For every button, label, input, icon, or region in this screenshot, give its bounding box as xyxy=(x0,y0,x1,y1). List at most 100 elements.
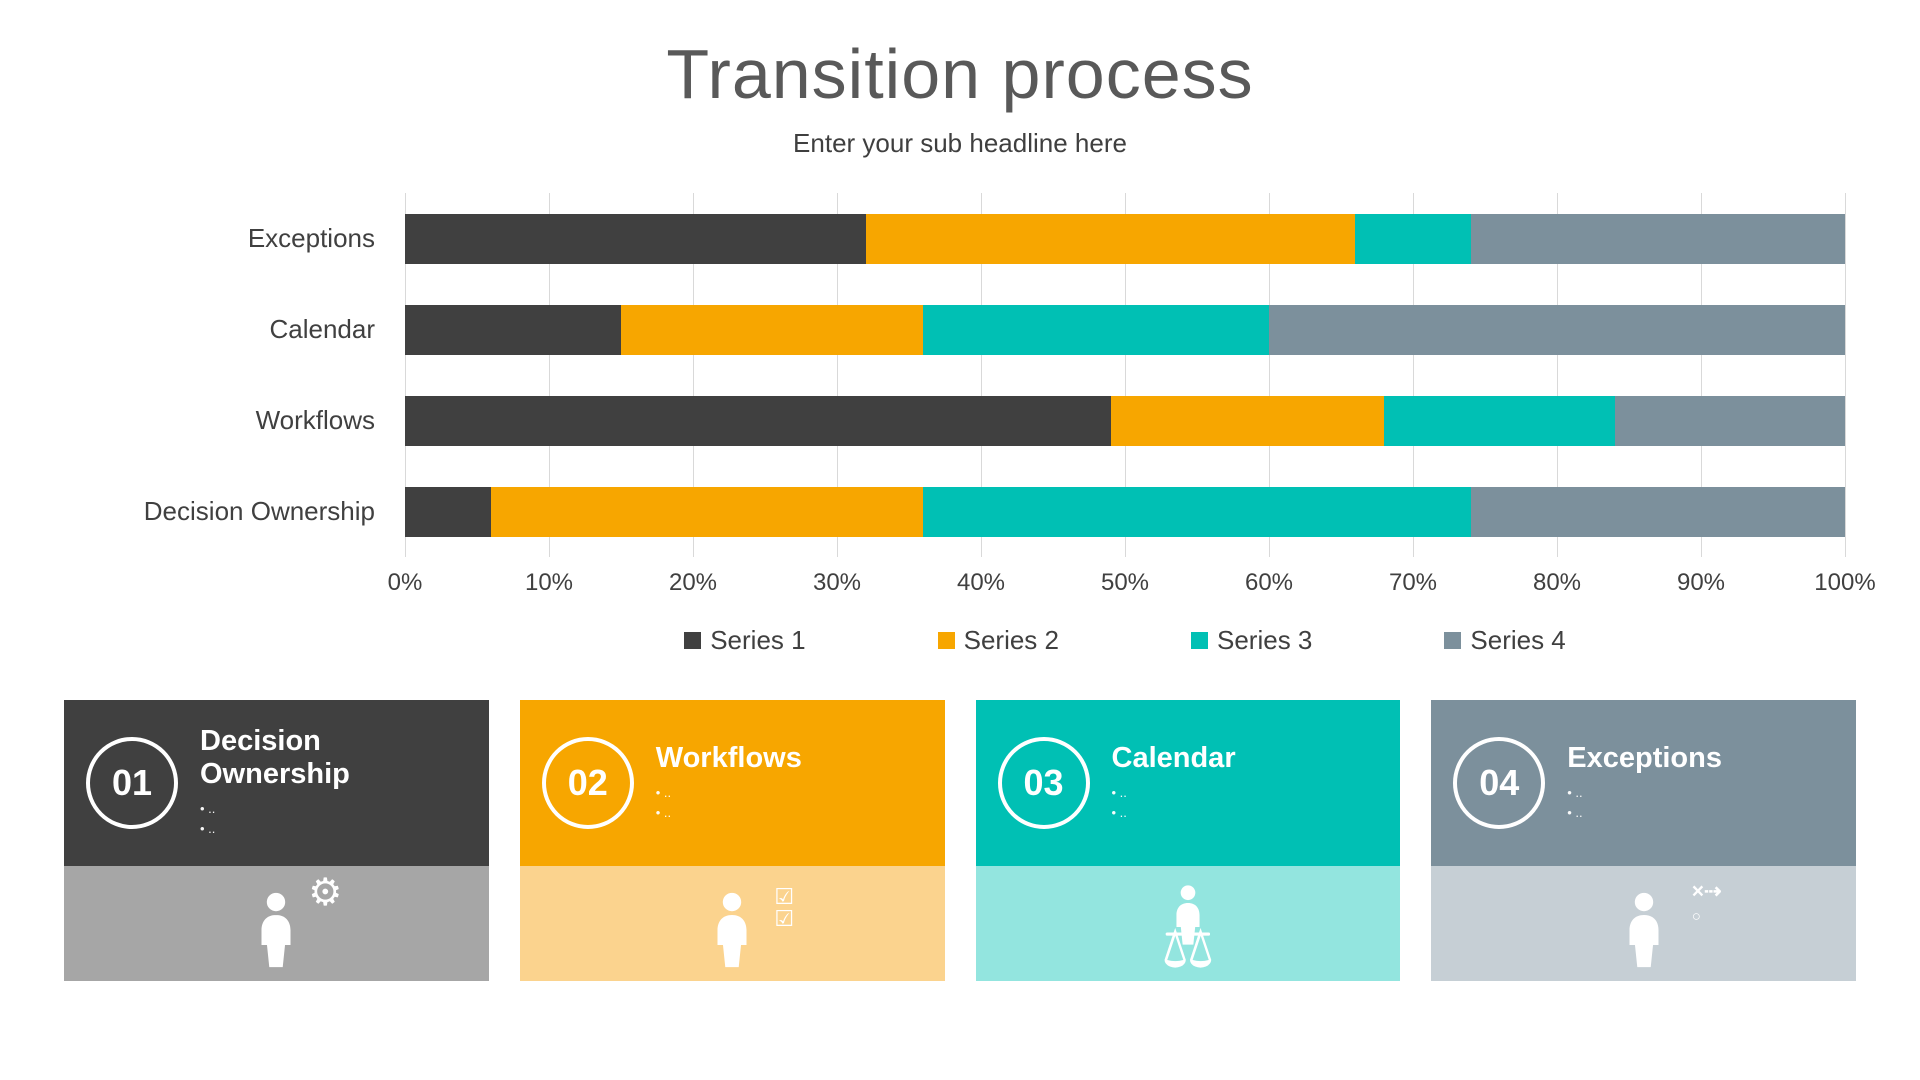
bar-segment xyxy=(1110,395,1385,446)
stacked-bar xyxy=(405,213,1845,264)
legend-item: Series 3 xyxy=(1191,625,1312,656)
process-card: 03 Calendar .... ⚖ xyxy=(975,700,1401,981)
card-bullets: .... xyxy=(1567,785,1722,820)
card-bullet: .. xyxy=(656,785,802,800)
x-axis: 0% 10% 20% 30% 40% 50% 60% 70% 80% 90% 100% xyxy=(388,557,1876,599)
card-header: 03 Calendar .... xyxy=(975,700,1401,866)
card-bullet: .. xyxy=(1567,785,1722,800)
checklist-icon: ☑ ☑ xyxy=(774,883,795,931)
legend-swatch-icon xyxy=(1444,632,1462,649)
card-title: Workflows xyxy=(655,741,802,774)
card-bullets: .... xyxy=(656,785,802,820)
legend-swatch-icon xyxy=(684,632,702,649)
x-tick-label: 30% xyxy=(812,569,862,596)
legend-label: Series 4 xyxy=(1470,625,1566,655)
process-card: 04 Exceptions .... ×⇢○ xyxy=(1431,700,1856,981)
person-icon xyxy=(717,892,747,967)
person-icon xyxy=(261,892,291,967)
plot-area xyxy=(405,193,1846,557)
person-icon xyxy=(1629,892,1659,967)
gridline xyxy=(1125,193,1126,557)
legend-label: Series 1 xyxy=(710,625,806,655)
strategy-icon: ×⇢ ○ xyxy=(1691,879,1722,925)
bar-segment xyxy=(1614,395,1845,446)
gridline xyxy=(837,193,838,557)
process-card: 01 Decision Ownership .... ⚙ xyxy=(64,700,489,981)
gear-icon: ⚙ xyxy=(308,871,343,914)
bar-row xyxy=(405,466,1845,557)
card-bullet: .. xyxy=(200,821,471,836)
card-bullet: .. xyxy=(200,801,471,816)
card-bullets: .... xyxy=(200,801,471,836)
stacked-bar xyxy=(405,486,1845,537)
bar-segment xyxy=(405,213,866,264)
gridline xyxy=(1557,193,1558,557)
stacked-bar xyxy=(405,304,1845,355)
card-bullet: .. xyxy=(1112,785,1236,800)
bar-row xyxy=(405,375,1845,466)
card-title: Decision Ownership xyxy=(200,725,350,790)
bar-segment xyxy=(491,486,924,537)
chart-legend: Series 1 Series 2 Series 3 Series 4 xyxy=(405,625,1845,656)
process-card: 02 Workflows .... ☑☑ xyxy=(519,700,945,981)
card-header: 01 Decision Ownership .... xyxy=(64,700,489,866)
card-icon-area: ⚙ xyxy=(64,866,489,981)
process-cards: 01 Decision Ownership .... ⚙ 02 Workflow… xyxy=(64,700,1856,981)
bar-segment xyxy=(1355,213,1471,264)
legend-swatch-icon xyxy=(937,632,955,649)
gridline xyxy=(1701,193,1702,557)
x-tick-label: 40% xyxy=(956,569,1006,596)
person-icon xyxy=(1176,884,1200,945)
gridline xyxy=(549,193,550,557)
slide-subtitle: Enter your sub headline here xyxy=(793,128,1127,158)
category-label: Workflows xyxy=(255,405,375,435)
card-bullets: .... xyxy=(1112,785,1236,820)
card-header: 02 Workflows .... xyxy=(519,700,945,866)
step-number-badge: 04 xyxy=(1453,737,1546,829)
stacked-bar xyxy=(405,395,1845,446)
x-tick-label: 0% xyxy=(387,569,423,596)
card-text: Workflows .... xyxy=(656,742,802,825)
x-tick-label: 80% xyxy=(1532,569,1582,596)
card-text: Exceptions .... xyxy=(1567,742,1722,825)
person-strategy-icon: ×⇢ ○ xyxy=(1614,878,1722,970)
legend-item: Series 2 xyxy=(937,625,1059,656)
card-title: Exceptions xyxy=(1567,741,1722,774)
card-text: Decision Ownership .... xyxy=(200,725,471,841)
card-title: Calendar xyxy=(1111,741,1236,774)
x-tick-label: 60% xyxy=(1244,569,1294,596)
bar-segment xyxy=(405,395,1111,446)
scales-icon: ⚖ xyxy=(1160,912,1215,980)
card-text: Calendar .... xyxy=(1112,742,1236,825)
x-tick-label: 70% xyxy=(1388,569,1438,596)
person-checklist-icon: ☑ ☑ xyxy=(702,878,794,970)
x-tick-label: 20% xyxy=(668,569,718,596)
gridline xyxy=(1269,193,1270,557)
bar-segment xyxy=(1268,304,1845,355)
gridline xyxy=(693,193,694,557)
step-number-badge: 03 xyxy=(997,737,1090,829)
category-label: Calendar xyxy=(269,314,375,344)
card-icon-area: ×⇢ ○ xyxy=(1431,866,1856,981)
person-gear-icon: ⚙ xyxy=(246,872,342,970)
gridline xyxy=(981,193,982,557)
gridline xyxy=(405,193,406,557)
x-tick-label: 50% xyxy=(1100,569,1150,596)
card-bullet: .. xyxy=(1567,805,1722,820)
slide-title: Transition process xyxy=(666,35,1254,113)
bar-segment xyxy=(621,304,924,355)
bar-segment xyxy=(405,304,621,355)
bar-row xyxy=(405,284,1845,375)
bar-segment xyxy=(1470,213,1845,264)
step-number-badge: 01 xyxy=(86,737,178,829)
card-icon-area: ⚖ xyxy=(975,866,1401,981)
x-tick-label: 90% xyxy=(1676,569,1726,596)
x-tick-label: 100% xyxy=(1814,569,1876,596)
card-header: 04 Exceptions .... xyxy=(1431,700,1856,866)
legend-swatch-icon xyxy=(1191,632,1208,649)
bar-segment xyxy=(865,213,1356,264)
bar-segment xyxy=(405,486,492,537)
card-bullet: .. xyxy=(656,805,802,820)
x-tick-label: 10% xyxy=(524,569,574,596)
